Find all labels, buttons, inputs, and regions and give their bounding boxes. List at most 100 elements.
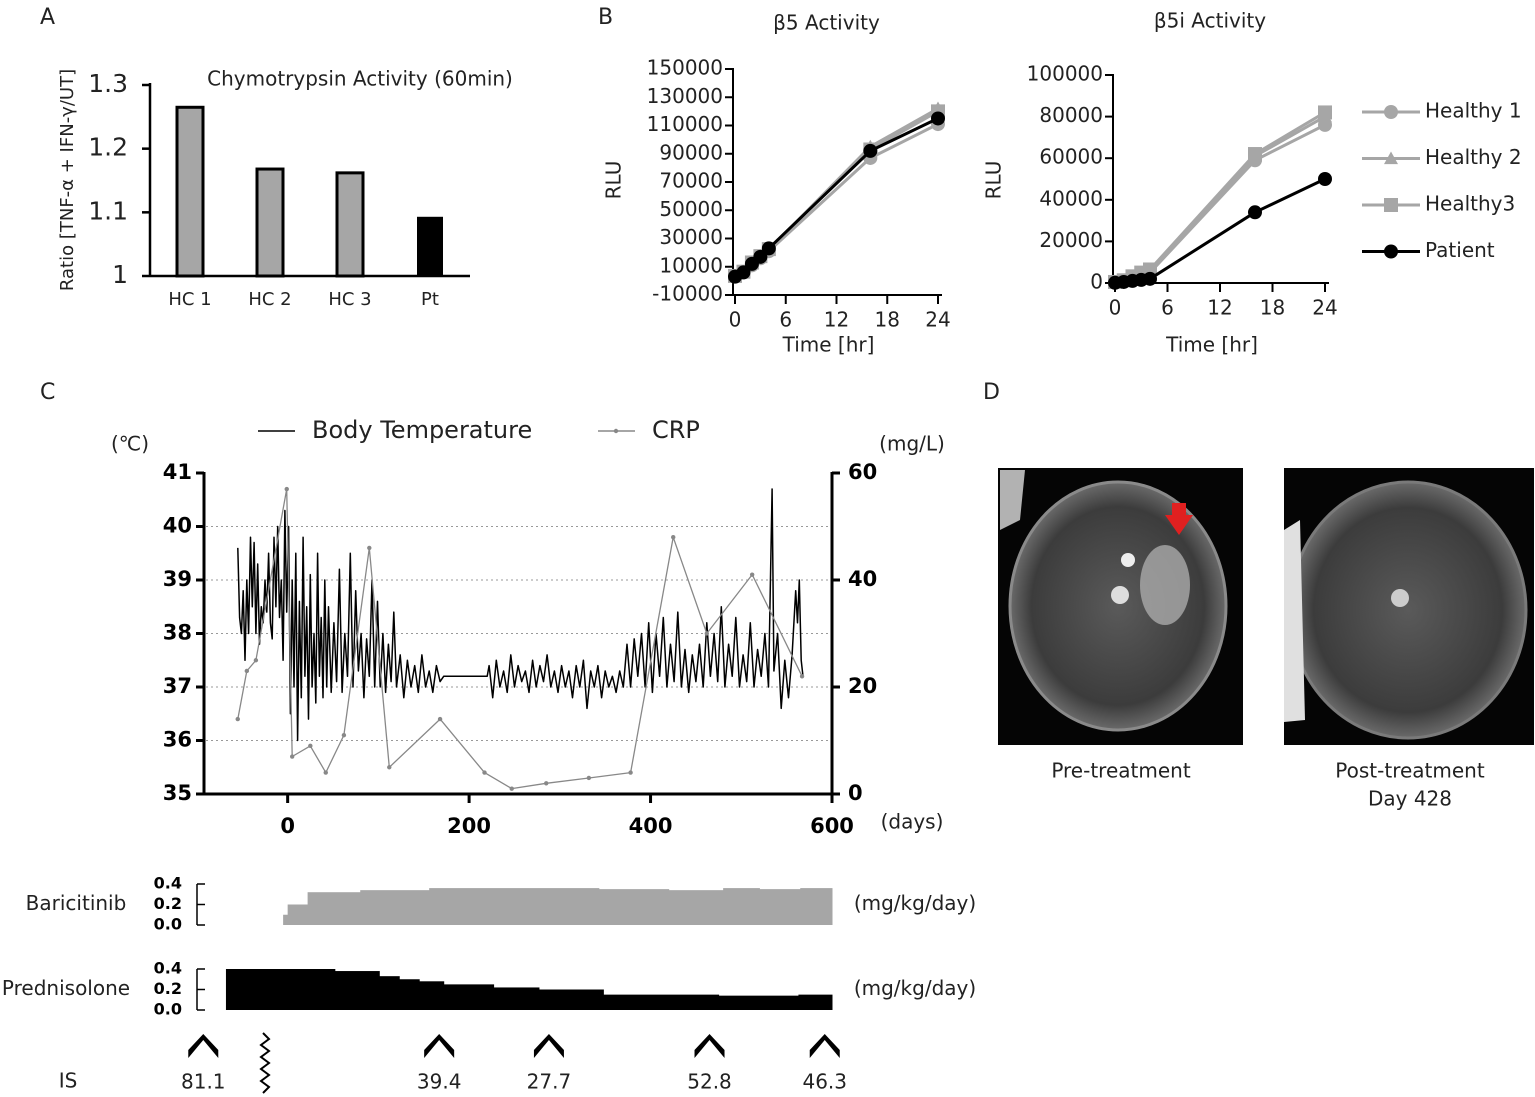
legend-label: Healthy3 <box>1425 192 1515 216</box>
panel-label: C <box>40 380 55 405</box>
x-tick-label: HC 2 <box>248 289 291 310</box>
y-tick-label: 90000 <box>659 140 723 164</box>
dose-step <box>800 888 833 925</box>
marker <box>544 781 549 786</box>
legend-label: Healthy 2 <box>1425 145 1522 169</box>
y-tick-label: 0 <box>1090 270 1103 294</box>
marker <box>671 535 676 540</box>
y-tick-label: 30000 <box>659 225 723 249</box>
marker <box>1143 271 1157 286</box>
series-line <box>237 488 804 742</box>
axis-break <box>259 1032 271 1094</box>
x-tick-label: 12 <box>824 308 849 332</box>
marker <box>323 770 328 775</box>
y-tick-label: 36 <box>163 728 192 752</box>
marker <box>704 631 709 636</box>
y-tick-label: 0.4 <box>154 874 182 893</box>
y2-unit: (mg/L) <box>879 432 945 456</box>
bar <box>255 167 285 278</box>
y-tick-label: 60000 <box>1039 145 1103 169</box>
y-axis-label: RLU <box>982 161 1006 200</box>
x-tick-label: 600 <box>810 814 854 838</box>
dose-step <box>360 890 430 925</box>
panel-label: A <box>40 5 55 30</box>
dose-step <box>723 888 760 925</box>
x-tick-label: 0 <box>729 308 742 332</box>
y-tick-label: 100000 <box>1027 62 1103 86</box>
marker <box>628 770 633 775</box>
y-tick-label: 0.2 <box>154 894 182 913</box>
series-line <box>237 488 803 790</box>
chart-title: β5 Activity <box>773 11 880 35</box>
dose-step <box>718 995 799 1010</box>
x-tick-label: HC 3 <box>328 289 371 310</box>
marker <box>341 732 347 738</box>
x-axis-label: Time [hr] <box>782 333 875 357</box>
x-tick-label: 18 <box>1260 296 1285 320</box>
y-tick-label: 20000 <box>1039 228 1103 252</box>
chart-title: β5i Activity <box>1154 9 1266 33</box>
marker <box>308 743 313 749</box>
dose-step <box>603 994 720 1010</box>
is-marker <box>694 1034 725 1058</box>
image-caption: Post-treatment <box>1335 759 1485 783</box>
y-tick-label: 40 <box>163 514 192 538</box>
dose-step <box>598 889 670 925</box>
x-axis-label: Time [hr] <box>1165 333 1258 357</box>
marker <box>1318 172 1332 186</box>
image-caption: Day 428 <box>1368 787 1452 811</box>
dose-step <box>443 984 495 1010</box>
is-marker <box>809 1034 840 1058</box>
y-tick-label: 20 <box>848 674 877 698</box>
marker <box>482 770 487 775</box>
mri-pre <box>998 468 1243 745</box>
marker <box>509 786 514 791</box>
is-marker <box>533 1034 564 1058</box>
marker <box>736 265 751 280</box>
y-tick-label: 1.1 <box>88 196 128 225</box>
dose-step <box>798 994 833 1010</box>
y-tick-label: 35 <box>163 781 192 805</box>
x-tick-label: 6 <box>1161 296 1174 320</box>
y-tick-label: 41 <box>163 460 192 484</box>
x-tick-label: 0 <box>280 814 295 838</box>
marker <box>1384 151 1398 165</box>
dose-step <box>429 888 600 925</box>
x-tick-label: 12 <box>1207 296 1232 320</box>
is-value: 52.8 <box>687 1070 732 1094</box>
marker <box>799 674 805 679</box>
is-value: 81.1 <box>181 1070 226 1094</box>
dose-step <box>379 976 400 1010</box>
is-value: 27.7 <box>527 1070 572 1094</box>
y-tick-label: 0 <box>848 781 863 805</box>
legend-label: Healthy 1 <box>1425 99 1522 123</box>
is-marker <box>188 1034 219 1058</box>
marker <box>1248 205 1262 220</box>
marker <box>1384 105 1398 119</box>
marker <box>1384 198 1398 212</box>
x-tick-label: HC 1 <box>168 289 211 310</box>
y-tick-label: 70000 <box>659 169 723 193</box>
marker <box>437 716 443 722</box>
dose-unit: (mg/kg/day) <box>854 976 976 1000</box>
y-tick-label: 130000 <box>647 84 723 108</box>
y-axis-label: RLU <box>602 161 626 200</box>
y-tick-label: 0.0 <box>154 915 182 934</box>
mri-post <box>1284 468 1534 745</box>
marker <box>1248 147 1262 162</box>
bar <box>335 171 365 278</box>
y-tick-label: 40 <box>848 567 877 591</box>
y-tick-label: 60 <box>848 460 877 484</box>
dose-step <box>419 981 445 1010</box>
bar <box>175 105 205 278</box>
marker <box>289 754 295 759</box>
y-tick-label: 40000 <box>1039 186 1103 210</box>
y-tick-label: 10000 <box>659 253 723 277</box>
marker <box>235 716 240 722</box>
legend-label: Body Temperature <box>312 416 532 444</box>
is-marker <box>424 1034 455 1058</box>
series-line <box>1114 123 1326 284</box>
marker <box>753 249 768 264</box>
y-tick-label: 1.3 <box>88 69 128 98</box>
dose-step <box>225 969 336 1010</box>
